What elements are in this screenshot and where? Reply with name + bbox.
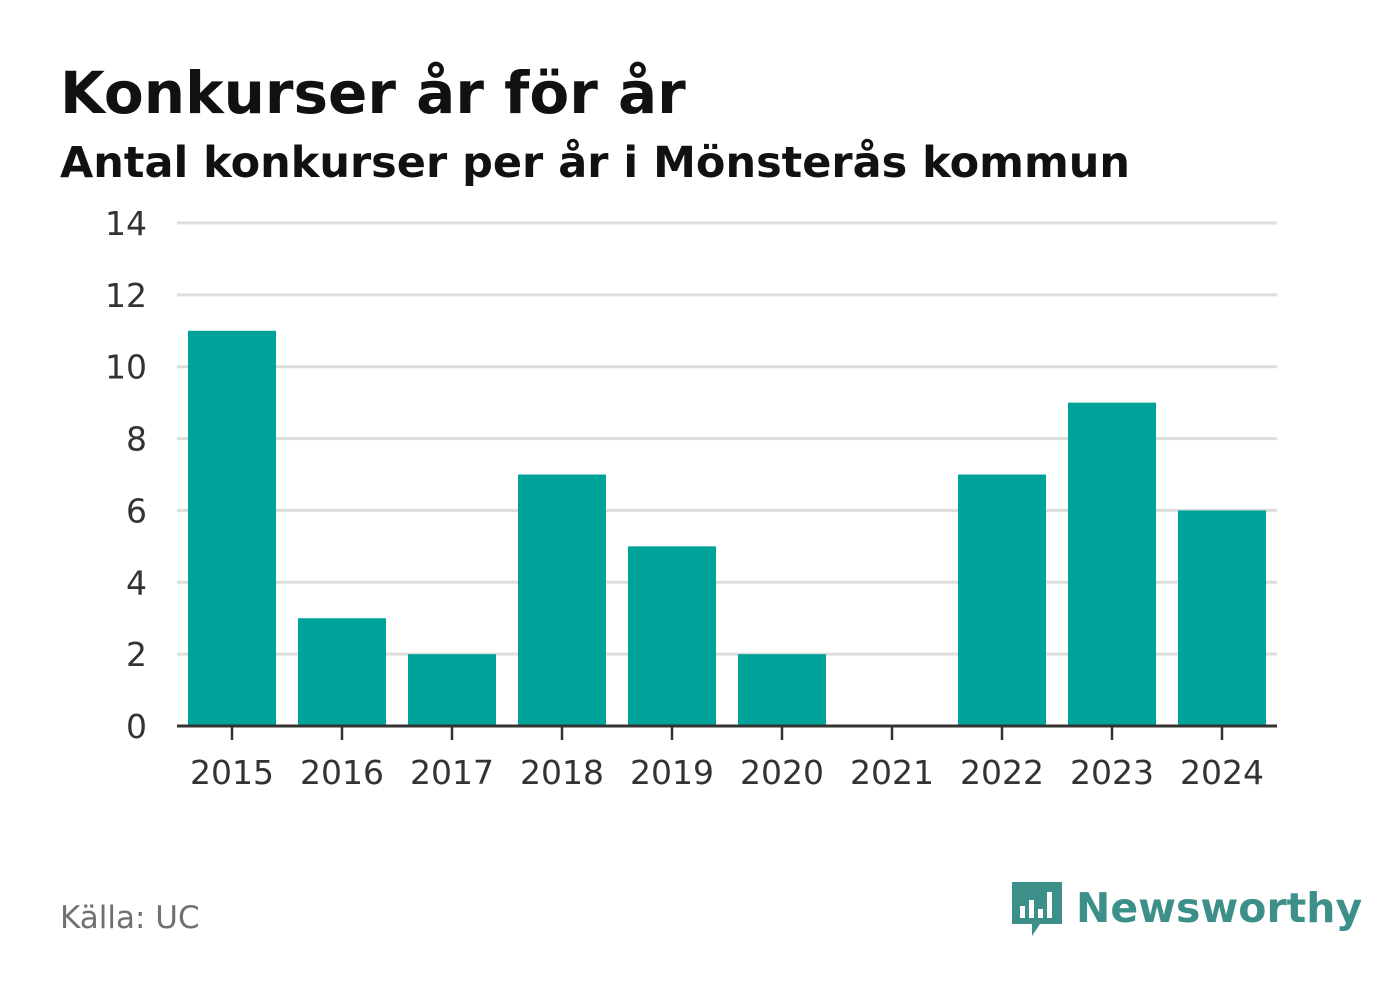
brand-logo: Newsworthy [1010, 878, 1362, 938]
x-tick-label: 2018 [520, 753, 604, 792]
y-tick-label: 6 [126, 491, 147, 530]
y-tick-label: 14 [105, 204, 147, 243]
x-tick-label: 2022 [960, 753, 1044, 792]
y-tick-label: 0 [126, 707, 147, 746]
x-tick-label: 2016 [300, 753, 384, 792]
bar-2020 [738, 654, 826, 726]
bar-2019 [628, 546, 716, 726]
x-tick-label: 2024 [1180, 753, 1264, 792]
y-tick-label: 8 [126, 420, 147, 459]
bar-2023 [1068, 402, 1156, 726]
bar-2024 [1178, 510, 1266, 726]
bar-2017 [408, 654, 496, 726]
chart-title: Konkurser år för år [60, 59, 686, 127]
bar-2016 [298, 618, 386, 726]
x-tick-label: 2021 [850, 753, 934, 792]
newsworthy-logo-icon [1012, 882, 1062, 936]
x-tick-label: 2017 [410, 753, 494, 792]
x-tick-label: 2015 [190, 753, 274, 792]
y-tick-label: 2 [126, 635, 147, 674]
x-tick-label: 2019 [630, 753, 714, 792]
bar-2022 [958, 474, 1046, 726]
bar-2018 [518, 474, 606, 726]
bar-2015 [188, 330, 276, 726]
brand-name: Newsworthy [1076, 884, 1363, 932]
x-tick-label: 2023 [1070, 753, 1154, 792]
y-tick-label: 12 [105, 276, 147, 315]
source-note: Källa: UC [60, 900, 200, 936]
x-tick-label: 2020 [740, 753, 824, 792]
y-tick-label: 10 [105, 348, 147, 387]
chart-subtitle: Antal konkurser per år i Mönsterås kommu… [60, 138, 1131, 188]
y-tick-label: 4 [126, 563, 147, 602]
